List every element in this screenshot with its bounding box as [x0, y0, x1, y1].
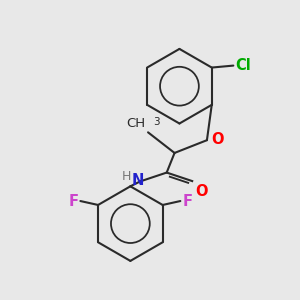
- Text: Cl: Cl: [235, 58, 251, 73]
- Text: 3: 3: [153, 117, 160, 128]
- Text: CH: CH: [126, 117, 145, 130]
- Text: F: F: [68, 194, 78, 208]
- Text: F: F: [182, 194, 192, 208]
- Text: H: H: [122, 170, 131, 183]
- Text: O: O: [211, 132, 224, 147]
- Text: N: N: [132, 173, 144, 188]
- Text: O: O: [195, 184, 208, 200]
